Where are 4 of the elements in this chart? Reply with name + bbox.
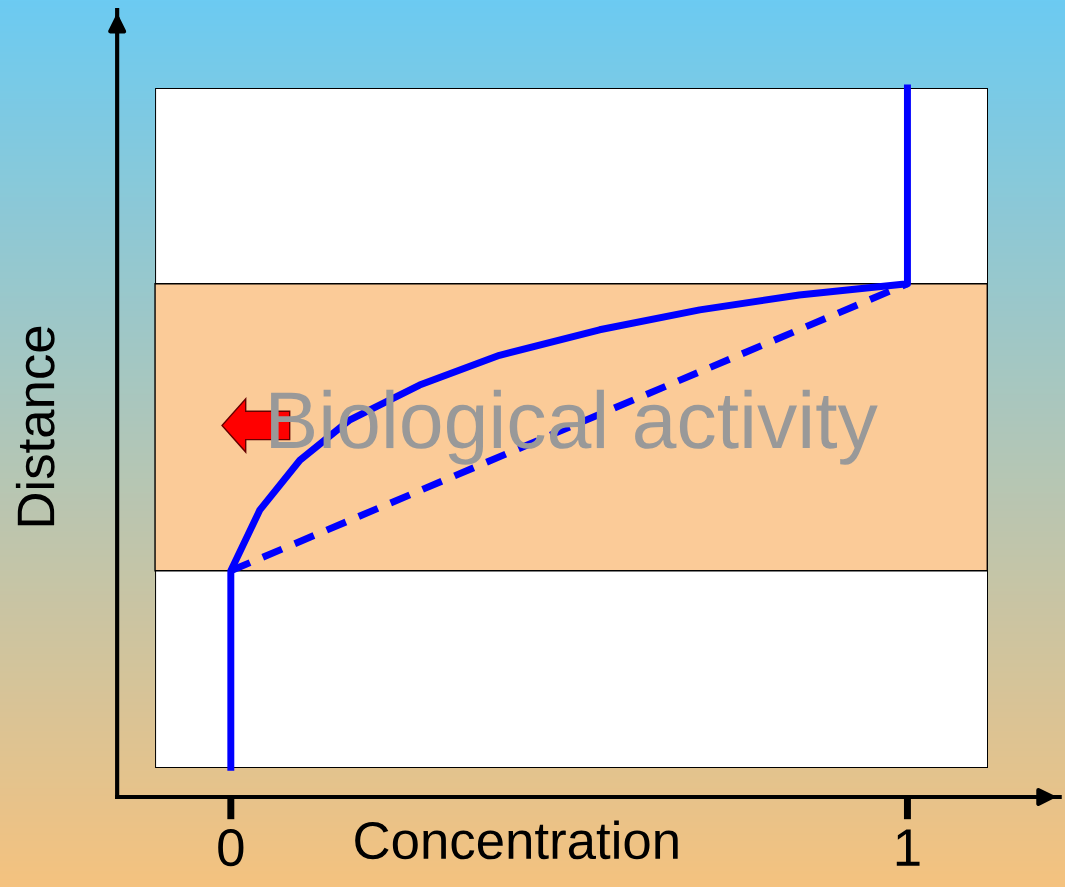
x-axis-title: Concentration [355, 820, 678, 860]
x-tick-label: 0 [218, 828, 244, 867]
x-tick-label: 1 [896, 829, 920, 866]
y-axis-title: Distance [15, 326, 55, 526]
